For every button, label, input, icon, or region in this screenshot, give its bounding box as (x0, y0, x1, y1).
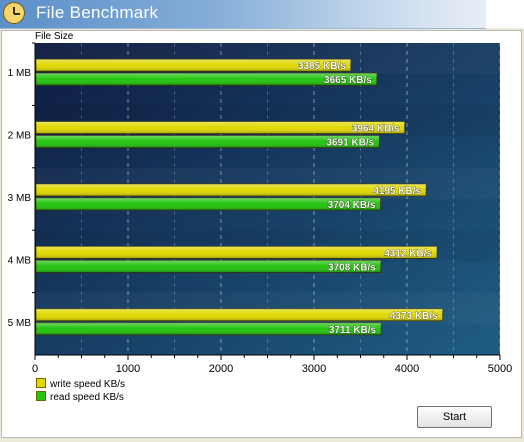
x-tick-label: 0 (32, 363, 38, 375)
x-tick-label: 2000 (209, 363, 233, 375)
y-category-label: 2 MB (8, 131, 32, 142)
bar-shade (36, 260, 381, 273)
bar-shade (36, 121, 405, 134)
data-label-read: 3711 KB/s (329, 325, 377, 336)
legend-label-write: write speed KB/s (50, 379, 126, 390)
bar-shade (36, 246, 438, 259)
y-category-label: 1 MB (8, 68, 32, 79)
bar-shade (36, 73, 377, 86)
data-label-write: 4312 KB/s (384, 248, 432, 259)
bar-shade (36, 198, 381, 210)
title-bar-end (486, 0, 524, 28)
start-button[interactable]: Start (417, 406, 492, 428)
data-label-write: 4195 KB/s (373, 186, 421, 197)
bar-shade (36, 59, 351, 72)
bar-shade (36, 322, 382, 335)
legend-swatch-write (36, 378, 46, 388)
bar-shade (36, 135, 380, 148)
x-tick-label: 4000 (395, 363, 419, 375)
y-axis-title: File Size (35, 31, 74, 42)
x-tick-label: 1000 (116, 363, 140, 375)
x-tick-label: 3000 (302, 363, 326, 375)
data-label-write: 4373 KB/s (390, 311, 438, 322)
data-label-read: 3704 KB/s (328, 200, 376, 211)
title-bar: File Benchmark (0, 0, 486, 29)
x-tick-label: 5000 (488, 363, 512, 375)
y-category-label: 5 MB (8, 318, 32, 329)
bar-shade (36, 308, 443, 321)
legend-item-read: read speed KB/s (36, 391, 124, 403)
data-label-read: 3708 KB/s (328, 262, 376, 273)
clock-icon (3, 2, 25, 24)
data-label-read: 3691 KB/s (326, 138, 374, 149)
window-title: File Benchmark (36, 3, 159, 22)
legend-swatch-read (36, 391, 46, 401)
data-label-read: 3665 KB/s (324, 75, 372, 86)
y-category-label: 3 MB (8, 193, 32, 204)
data-label-write: 3385 KB/s (298, 61, 346, 72)
legend-item-write: write speed KB/s (36, 378, 125, 390)
y-category-label: 4 MB (8, 255, 32, 266)
data-label-write: 3964 KB/s (352, 124, 400, 135)
legend-label-read: read speed KB/s (50, 392, 124, 403)
bar-shade (36, 184, 427, 196)
